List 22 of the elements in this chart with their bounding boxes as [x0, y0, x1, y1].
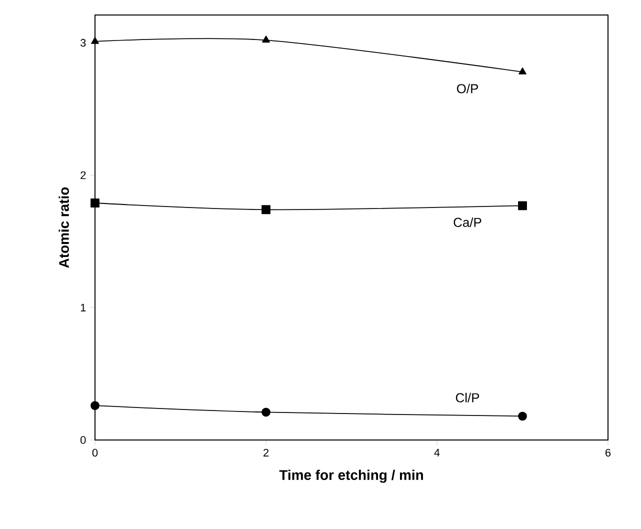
point — [91, 37, 99, 44]
y-tick-label: 1 — [80, 304, 86, 312]
x-axis-title: Time for etching / min — [279, 470, 423, 483]
y-tick-label: 3 — [80, 38, 86, 47]
y-tick-label: 0 — [80, 436, 86, 444]
x-tick-label: 6 — [606, 448, 611, 457]
point — [262, 408, 270, 417]
x-tick-label: 4 — [434, 448, 440, 456]
point — [262, 36, 270, 43]
series-label: O/P — [456, 84, 478, 94]
y-axis-title: Atomic ratio — [58, 187, 69, 268]
series-label: Cl/P — [456, 392, 480, 402]
x-tick-label: 0 — [92, 448, 98, 457]
series-label: Ca/P — [454, 217, 482, 227]
x-tick-label: 2 — [264, 448, 268, 456]
point — [518, 412, 527, 421]
point — [518, 67, 526, 74]
point — [262, 205, 270, 214]
point — [518, 201, 527, 210]
y-tick-label: 2 — [80, 171, 86, 180]
point — [90, 198, 100, 208]
point — [90, 401, 100, 410]
